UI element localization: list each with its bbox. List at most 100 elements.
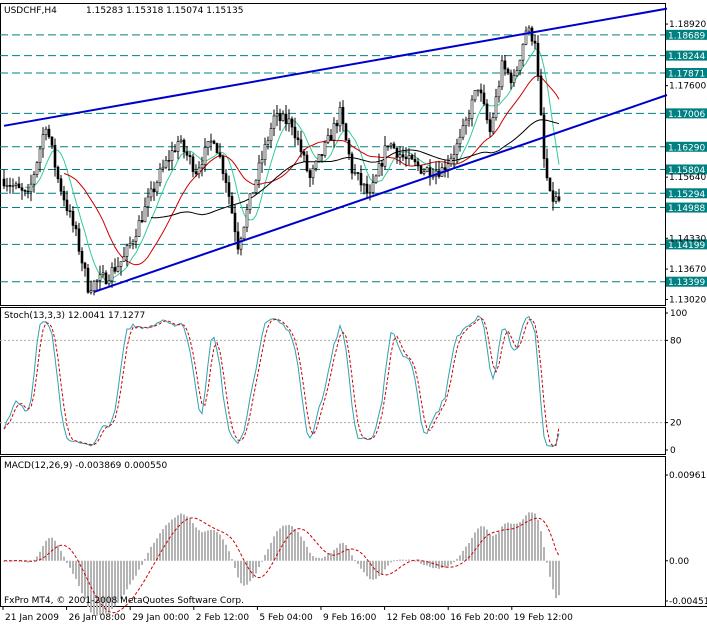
candle-body [128, 243, 132, 247]
macd-bar [546, 560, 548, 563]
candle-body [329, 135, 333, 141]
candle-body [8, 185, 12, 187]
candle-body [350, 153, 354, 174]
macd-indicator [3, 512, 560, 616]
candle-body [500, 60, 504, 88]
macd-bar [240, 560, 242, 584]
level-tag [666, 29, 707, 40]
macd-bar [255, 560, 257, 574]
candle-body [230, 196, 234, 214]
macd-bar [57, 545, 59, 561]
macd-bar [135, 560, 137, 576]
macd-bar [123, 560, 125, 595]
candle-body [83, 262, 87, 269]
macd-bar [498, 531, 500, 561]
level-label: 1.15804 [668, 166, 705, 176]
candle-body [71, 210, 75, 226]
macd-bar [558, 560, 560, 596]
stoch-main-line [3, 315, 560, 448]
candle-body [494, 96, 498, 118]
macd-bar [279, 528, 281, 561]
candle-body [158, 168, 162, 184]
macd-bar [450, 560, 452, 565]
macd-bar [432, 560, 434, 569]
stoch-tick-label: 0 [670, 446, 676, 456]
level-tag [666, 50, 707, 61]
candle-body [95, 280, 99, 282]
candle-body [443, 167, 447, 170]
macd-bar [393, 560, 395, 562]
macd-bar [147, 552, 149, 561]
candle-body [275, 113, 279, 117]
macd-bar [132, 560, 134, 581]
candle-body [299, 139, 303, 153]
candle-body [206, 141, 210, 148]
candle-body [359, 173, 363, 186]
candle-body [314, 160, 318, 169]
candle-body [521, 43, 525, 61]
macd-bar [549, 560, 551, 577]
candle-body [281, 113, 285, 122]
candle-body [221, 156, 225, 174]
macd-bar [372, 560, 374, 580]
trendline [3, 7, 668, 127]
level-tag [666, 188, 707, 199]
candle-body [17, 183, 21, 189]
macd-bar [216, 532, 218, 561]
candle-body [506, 68, 510, 74]
candle-body [476, 89, 480, 92]
level-label: 1.17006 [668, 110, 705, 120]
candle-body [455, 143, 459, 155]
macd-tick-label: 0.00961 [669, 471, 706, 481]
macd-bar [519, 522, 521, 561]
candle-body [533, 40, 537, 44]
time-tick-label: 12 Feb 08:00 [387, 613, 446, 623]
macd-bar [111, 560, 113, 609]
macd-bar [345, 545, 347, 561]
macd-bar [129, 560, 131, 585]
macd-bar [351, 555, 353, 561]
candle-body [557, 196, 561, 201]
macd-bar [108, 560, 110, 613]
macd-bar [225, 544, 227, 561]
candle-body [317, 154, 321, 162]
candle-body [113, 267, 117, 272]
candle-body [143, 206, 147, 223]
stoch-signal-line [3, 317, 560, 447]
candle-body [548, 177, 552, 192]
macd-bar [384, 560, 386, 570]
level-tag [666, 202, 707, 213]
macd-bar [33, 559, 35, 561]
candle-body [176, 141, 180, 152]
price-axis: 1.18920 1.17600 1.15640 1.14330 1.13670 1.130… [665, 20, 707, 607]
candle-body [341, 106, 345, 125]
macd-bar [93, 560, 95, 615]
candle-body [191, 156, 195, 172]
candle-body [407, 155, 411, 160]
stoch-tick-label: 80 [670, 336, 682, 346]
macd-bar [42, 545, 44, 561]
macd-bar [540, 531, 542, 561]
candle-body [263, 144, 267, 160]
macd-bar [501, 526, 503, 561]
candle-body [467, 118, 471, 121]
level-label: 1.14988 [668, 204, 705, 214]
macd-bar [36, 556, 38, 561]
level-tag [666, 68, 707, 79]
macd-bar [168, 522, 170, 561]
macd-bar [189, 518, 191, 561]
macd-bar [357, 560, 359, 564]
macd-bar [309, 552, 311, 561]
candle-body [260, 159, 264, 164]
level-label: 1.14199 [668, 241, 705, 251]
candle-body [161, 166, 165, 170]
macd-bar [555, 560, 557, 599]
macd-bar [12, 560, 14, 562]
macd-bar [456, 558, 458, 561]
candle-body [86, 267, 90, 293]
candle-body [59, 178, 63, 192]
candle-body [212, 140, 216, 144]
candle-body [197, 167, 201, 175]
candle-body [296, 137, 300, 141]
macd-bar [18, 560, 20, 562]
